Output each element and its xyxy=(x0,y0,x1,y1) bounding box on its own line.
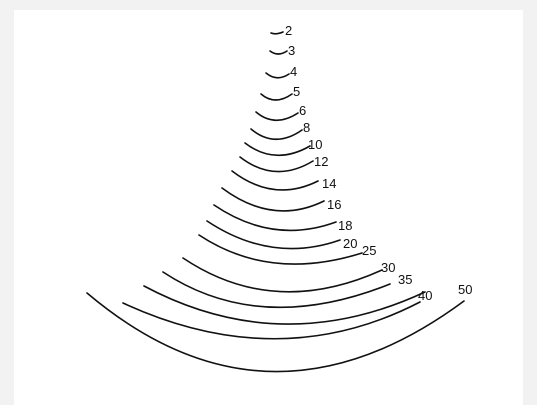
arc-30 xyxy=(182,257,383,293)
label-10: 10 xyxy=(308,137,322,152)
arc-6 xyxy=(255,111,299,122)
label-18: 18 xyxy=(338,218,352,233)
label-5: 5 xyxy=(293,84,300,99)
label-4: 4 xyxy=(290,64,297,79)
arcs-group xyxy=(86,31,465,373)
arc-25 xyxy=(198,234,363,265)
arc-40 xyxy=(143,285,426,325)
arc-2 xyxy=(270,31,284,35)
arc-3 xyxy=(269,50,288,55)
label-6: 6 xyxy=(299,103,306,118)
arc-35 xyxy=(162,271,391,309)
label-12: 12 xyxy=(314,154,328,169)
arc-10 xyxy=(244,142,311,157)
arc-16 xyxy=(221,187,325,212)
label-8: 8 xyxy=(303,120,310,135)
label-14: 14 xyxy=(322,176,336,191)
arc-4 xyxy=(265,72,290,79)
label-30: 30 xyxy=(381,260,395,275)
arc-18 xyxy=(213,204,337,232)
label-40: 40 xyxy=(418,288,432,303)
arc-12 xyxy=(239,156,314,173)
label-3: 3 xyxy=(288,43,295,58)
arc-8 xyxy=(250,128,303,141)
label-25: 25 xyxy=(362,243,376,258)
label-2: 2 xyxy=(285,23,292,38)
arc-14 xyxy=(231,170,319,191)
label-35: 35 xyxy=(398,272,412,287)
arc-50b xyxy=(86,292,465,373)
label-20: 20 xyxy=(343,236,357,251)
arc-20 xyxy=(206,220,341,250)
labels-group: 2 3 4 5 6 8 10 12 14 16 18 20 25 30 35 4… xyxy=(285,23,472,303)
label-50: 50 xyxy=(458,282,472,297)
arc-5 xyxy=(260,93,293,101)
arc-50a xyxy=(122,301,421,340)
label-16: 16 xyxy=(327,197,341,212)
